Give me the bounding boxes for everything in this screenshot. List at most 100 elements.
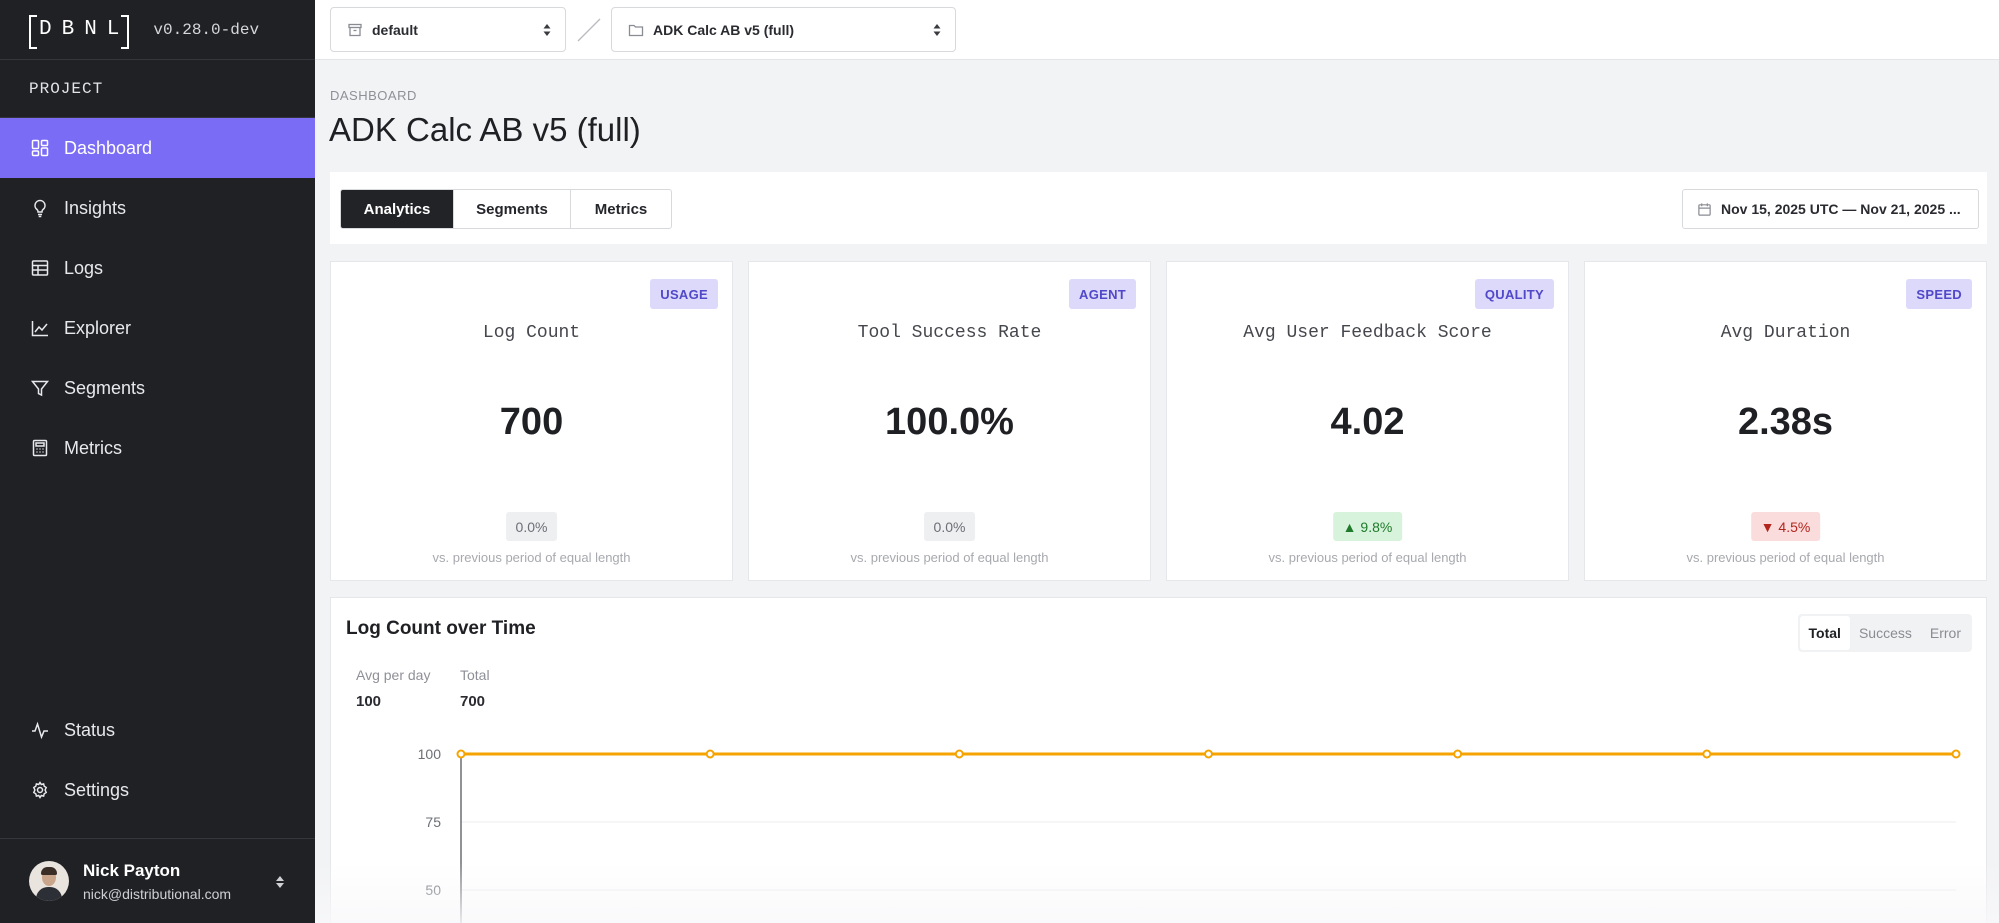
metric-label: Avg Duration bbox=[1720, 323, 1851, 343]
chevron-up-down-icon bbox=[275, 875, 285, 894]
top-bar: default ADK Calc AB v5 (full) bbox=[315, 0, 1999, 60]
sidebar-item-label: Settings bbox=[64, 779, 130, 800]
data-point[interactable] bbox=[1702, 749, 1712, 759]
sidebar-item-label: Segments bbox=[64, 377, 146, 398]
metric-value: 100.0% bbox=[885, 401, 1014, 443]
project-value: ADK Calc AB v5 (full) bbox=[653, 21, 795, 38]
sidebar-item-label: Dashboard bbox=[64, 137, 153, 158]
y-tick-label: 75 bbox=[425, 814, 441, 830]
tab-segments[interactable]: Segments bbox=[454, 190, 571, 228]
metric-label: Log Count bbox=[482, 323, 581, 343]
logo-text: DBNL bbox=[39, 18, 130, 41]
dashboard-icon bbox=[30, 138, 50, 158]
delta-badge: 0.0% bbox=[923, 512, 976, 541]
sidebar-item-explorer[interactable]: Explorer bbox=[0, 298, 315, 358]
sidebar-item-label: Status bbox=[64, 719, 116, 740]
brand-bar: DBNL v0.28.0-dev bbox=[0, 0, 315, 60]
data-point[interactable] bbox=[456, 749, 466, 759]
series-toggle: Total Success Error bbox=[1797, 614, 1972, 652]
sidebar-item-logs[interactable]: Logs bbox=[0, 238, 315, 298]
user-name: Nick Payton bbox=[83, 860, 181, 880]
stat-label-total: Total bbox=[460, 667, 490, 683]
user-menu[interactable]: Nick Payton nick@distributional.com bbox=[0, 838, 315, 923]
metric-value: 2.38s bbox=[1737, 401, 1834, 443]
sidebar-item-dashboard[interactable]: Dashboard bbox=[0, 118, 315, 178]
sidebar-item-label: Insights bbox=[64, 197, 127, 218]
chevron-up-down-icon bbox=[543, 23, 551, 40]
data-point[interactable] bbox=[1951, 749, 1961, 759]
category-badge: QUALITY bbox=[1474, 279, 1554, 309]
data-point[interactable] bbox=[705, 749, 715, 759]
namespace-value: default bbox=[372, 21, 418, 38]
metric-value: 4.02 bbox=[1330, 401, 1405, 443]
delta-badge: ▲ 9.8% bbox=[1332, 512, 1403, 541]
filter-icon bbox=[30, 378, 50, 398]
sidebar-item-insights[interactable]: Insights bbox=[0, 178, 315, 238]
date-range-value: Nov 15, 2025 UTC — Nov 21, 2025 ... bbox=[1721, 201, 1961, 217]
archive-icon bbox=[347, 22, 363, 38]
sidebar-item-status[interactable]: Status bbox=[0, 700, 315, 760]
metric-card-avg-duration: SPEED Avg Duration 2.38s ▼ 4.5% vs. prev… bbox=[1584, 261, 1987, 581]
user-email: nick@distributional.com bbox=[83, 885, 232, 902]
metric-card-avg-user-feedback: QUALITY Avg User Feedback Score 4.02 ▲ 9… bbox=[1166, 261, 1569, 581]
data-point[interactable] bbox=[1204, 749, 1213, 759]
gear-icon bbox=[30, 780, 50, 800]
stat-value-total: 700 bbox=[460, 693, 486, 710]
sidebar-item-metrics[interactable]: Metrics bbox=[0, 418, 315, 478]
activity-icon bbox=[30, 720, 50, 740]
metric-label: Avg User Feedback Score bbox=[1243, 323, 1492, 343]
comparison-note: vs. previous period of equal length bbox=[432, 550, 631, 565]
chevron-up-down-icon bbox=[933, 23, 941, 40]
chart-title: Log Count over Time bbox=[346, 618, 536, 639]
y-tick-label: 100 bbox=[418, 746, 442, 762]
namespace-select[interactable]: default bbox=[330, 7, 566, 52]
folder-icon bbox=[628, 22, 644, 38]
project-select[interactable]: ADK Calc AB v5 (full) bbox=[611, 7, 956, 52]
tab-analytics[interactable]: Analytics bbox=[341, 190, 454, 228]
data-point[interactable] bbox=[1453, 749, 1463, 759]
category-badge: USAGE bbox=[650, 279, 718, 309]
sidebar: DBNL v0.28.0-dev PROJECT Dashboard Insig… bbox=[0, 0, 315, 923]
comparison-note: vs. previous period of equal length bbox=[1268, 550, 1467, 565]
sidebar-bottom-nav: Status Settings bbox=[0, 700, 315, 820]
toggle-error[interactable]: Error bbox=[1929, 625, 1961, 641]
tab-metrics[interactable]: Metrics bbox=[594, 200, 648, 218]
sidebar-item-label: Metrics bbox=[64, 437, 122, 458]
lightbulb-icon bbox=[30, 198, 50, 218]
comparison-note: vs. previous period of equal length bbox=[850, 550, 1049, 565]
stat-label-avg-per-day: Avg per day bbox=[356, 667, 431, 683]
metric-value: 700 bbox=[499, 401, 564, 443]
toggle-success[interactable]: Success bbox=[1858, 625, 1912, 641]
dbnl-logo[interactable]: DBNL bbox=[29, 14, 130, 49]
breadcrumb-separator bbox=[577, 18, 601, 42]
data-point[interactable] bbox=[954, 749, 964, 759]
sidebar-item-settings[interactable]: Settings bbox=[0, 760, 315, 820]
category-badge: AGENT bbox=[1069, 279, 1136, 309]
page-title: ADK Calc AB v5 (full) bbox=[329, 111, 641, 148]
calculator-icon bbox=[30, 438, 50, 458]
breadcrumb: DASHBOARD bbox=[330, 88, 417, 103]
log-count-chart-card: Log Count over Time Total Success Error … bbox=[330, 597, 1987, 923]
metric-label: Tool Success Rate bbox=[857, 323, 1042, 343]
dashboard-toolbar: Analytics Segments Metrics Nov 15, 2025 … bbox=[330, 172, 1987, 244]
stat-value-avg-per-day: 100 bbox=[356, 693, 382, 710]
avatar bbox=[29, 861, 69, 901]
line-chart: 100 75 50 bbox=[418, 746, 1961, 923]
y-tick-label: 50 bbox=[425, 882, 441, 898]
sidebar-item-label: Logs bbox=[64, 257, 104, 278]
delta-badge: 0.0% bbox=[505, 512, 558, 541]
calendar-icon bbox=[1697, 202, 1712, 217]
tab-group: Analytics Segments Metrics bbox=[340, 189, 672, 229]
category-badge: SPEED bbox=[1906, 279, 1972, 309]
metric-card-tool-success-rate: AGENT Tool Success Rate 100.0% 0.0% vs. … bbox=[748, 261, 1151, 581]
date-range-picker[interactable]: Nov 15, 2025 UTC — Nov 21, 2025 ... bbox=[1682, 189, 1979, 229]
delta-badge: ▼ 4.5% bbox=[1750, 512, 1821, 541]
toggle-total[interactable]: Total bbox=[1799, 616, 1850, 650]
sidebar-item-segments[interactable]: Segments bbox=[0, 358, 315, 418]
user-info: Nick Payton nick@distributional.com bbox=[83, 861, 231, 902]
line-chart-icon bbox=[30, 318, 50, 338]
sidebar-nav: Dashboard Insights Logs Explorer Segment… bbox=[0, 118, 315, 478]
table-icon bbox=[30, 258, 50, 278]
version-label: v0.28.0-dev bbox=[153, 20, 260, 39]
metric-card-log-count: USAGE Log Count 700 0.0% vs. previous pe… bbox=[330, 261, 733, 581]
